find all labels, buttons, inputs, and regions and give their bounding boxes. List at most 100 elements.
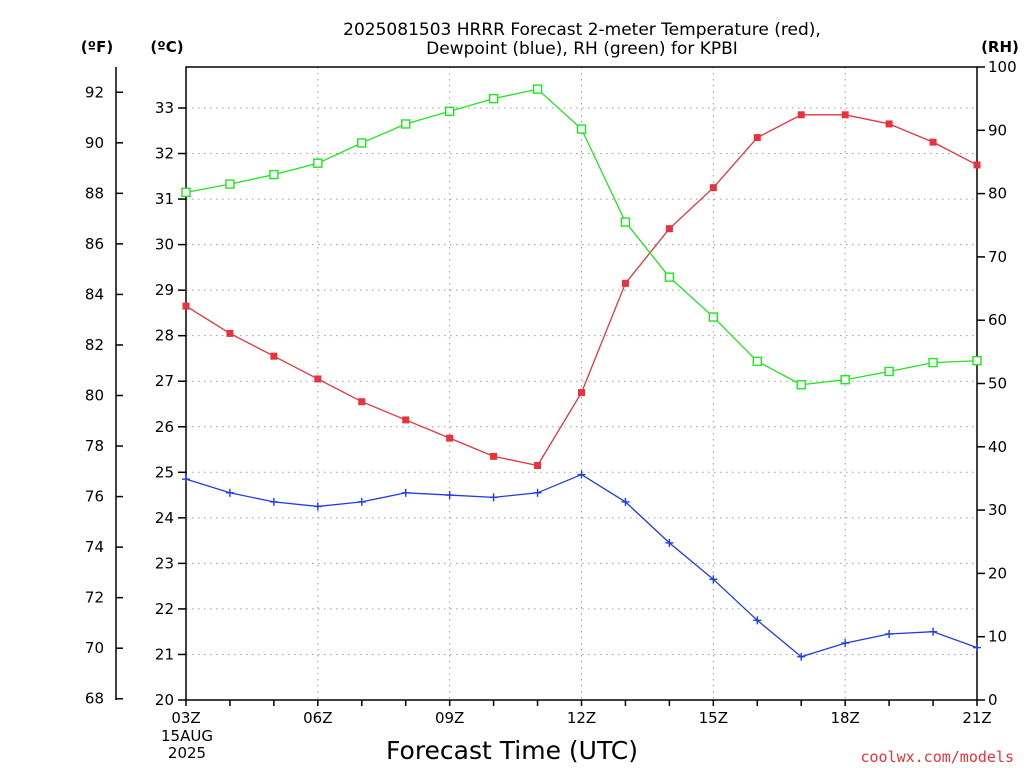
fahrenheit-tick-label: 78	[85, 437, 104, 455]
dewpoint-point	[533, 488, 542, 497]
start-date-year: 2025	[168, 744, 206, 762]
temp-point	[841, 111, 849, 119]
fahrenheit-tick-label: 90	[85, 134, 104, 152]
temp-point	[973, 161, 981, 169]
dewpoint-point	[885, 629, 894, 638]
rh-tick-label: 40	[988, 438, 1007, 456]
celsius-tick-label: 21	[155, 645, 174, 663]
chart-title-line-1: 2025081503 HRRR Forecast 2-meter Tempera…	[343, 20, 821, 40]
dewpoint-point	[973, 643, 981, 652]
rh-point	[972, 356, 982, 366]
temp-point	[490, 452, 498, 460]
fahrenheit-tick-label: 74	[85, 538, 104, 556]
fahrenheit-tick-label: 76	[85, 488, 104, 506]
dewpoint-point	[709, 575, 718, 584]
x-tick-label: 21Z	[962, 709, 991, 727]
celsius-unit-label: (ºC)	[150, 38, 183, 56]
temp-point	[885, 120, 893, 128]
dewpoint-point	[269, 497, 278, 506]
rh-point	[181, 187, 191, 198]
axes	[115, 66, 985, 706]
dewpoint-point	[621, 497, 630, 506]
dewpoint-point	[929, 627, 938, 636]
rh-tick-label: 100	[988, 58, 1017, 76]
rh-point	[269, 169, 279, 180]
celsius-tick-label: 32	[155, 145, 174, 163]
rh-point	[752, 356, 762, 367]
temp-series	[182, 111, 981, 469]
rh-tick-label: 30	[988, 501, 1007, 519]
celsius-tick-label: 28	[155, 327, 174, 345]
celsius-tick-label: 23	[155, 554, 174, 572]
dewpoint-point	[489, 493, 498, 502]
celsius-tick-label: 33	[155, 99, 174, 117]
temp-point	[446, 434, 454, 442]
fahrenheit-tick-label: 82	[85, 336, 104, 354]
celsius-tick-label: 25	[155, 463, 174, 481]
rh-point	[840, 375, 850, 385]
temp-point	[797, 111, 805, 119]
dewpoint-point	[577, 470, 586, 479]
dewpoint-point	[182, 475, 190, 484]
celsius-tick-label: 31	[155, 190, 174, 208]
temp-point	[929, 138, 937, 146]
dewpoint-point	[445, 491, 454, 500]
temp-point	[226, 329, 234, 337]
x-axis-label: Forecast Time (UTC)	[386, 736, 638, 765]
credit-text: coolwx.com/models	[860, 748, 1014, 766]
celsius-tick-label: 30	[155, 236, 174, 254]
fahrenheit-tick-label: 70	[85, 639, 104, 657]
temp-point	[578, 389, 585, 397]
dewpoint-point	[313, 502, 322, 511]
temp-point	[358, 398, 366, 406]
temp-point	[270, 352, 278, 360]
x-tick-label: 18Z	[830, 709, 859, 727]
rh-tick-label: 80	[988, 185, 1007, 203]
rh-tick-label: 70	[988, 248, 1007, 266]
celsius-tick-label: 29	[155, 281, 174, 299]
fahrenheit-tick-label: 72	[85, 589, 104, 607]
rh-tick-label: 50	[988, 375, 1007, 393]
rh-tick-label: 60	[988, 311, 1007, 329]
celsius-tick-label: 22	[155, 600, 174, 618]
fahrenheit-tick-label: 84	[85, 285, 104, 303]
rh-point	[664, 272, 675, 282]
rh-tick-label: 10	[988, 628, 1007, 646]
fahrenheit-unit-label: (ºF)	[81, 38, 113, 56]
rh-point	[708, 312, 719, 322]
rh-point	[444, 106, 455, 117]
dewpoint-point	[357, 497, 366, 506]
rh-point	[620, 217, 631, 227]
rh-point	[488, 93, 499, 104]
start-date-day: 15AUG	[161, 727, 213, 745]
rh-tick-label: 20	[988, 564, 1007, 582]
x-tick-label: 03Z	[171, 709, 200, 727]
x-tick-label: 09Z	[435, 709, 464, 727]
temp-point	[314, 375, 322, 383]
celsius-tick-label: 20	[155, 691, 174, 709]
rh-point	[928, 357, 938, 368]
dewpoint-point	[753, 616, 762, 625]
dewpoint-point	[401, 488, 410, 497]
data-series	[181, 84, 982, 661]
rh-point	[796, 380, 806, 390]
grid-lines	[186, 67, 977, 700]
x-tick-label: 12Z	[567, 709, 596, 727]
tick-labels: 68 70 72 74 76 78 80 82 84 86 88 90 92 20 21 22 23 24 25 26…	[85, 58, 1017, 727]
temp-point	[665, 225, 673, 233]
rh-tick-label: 0	[988, 691, 998, 709]
rh-point	[313, 158, 323, 168]
rh-point	[357, 138, 367, 148]
x-tick-label: 15Z	[699, 709, 728, 727]
x-tick-label: 06Z	[303, 709, 332, 727]
fahrenheit-tick-label: 92	[85, 83, 104, 101]
celsius-tick-label: 24	[155, 509, 174, 527]
rh-tick-label: 90	[988, 121, 1007, 139]
fahrenheit-tick-label: 88	[85, 184, 104, 202]
dewpoint-point	[225, 488, 234, 497]
temp-point	[534, 461, 542, 469]
celsius-tick-label: 26	[155, 418, 174, 436]
rh-point	[884, 366, 894, 377]
rh-series	[181, 84, 982, 390]
